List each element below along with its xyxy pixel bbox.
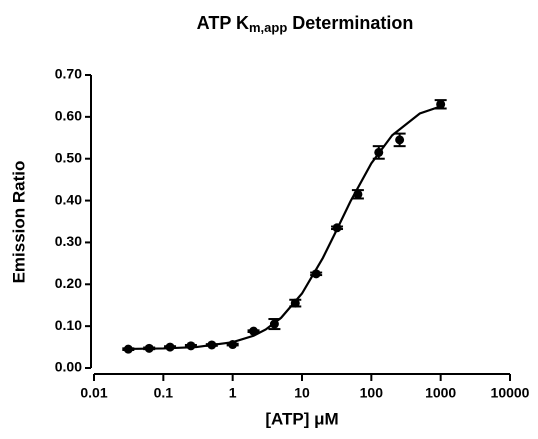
y-tick-label: 0.70 bbox=[55, 66, 82, 82]
y-tick-label: 0.60 bbox=[55, 108, 82, 124]
x-tick-label: 1 bbox=[229, 385, 237, 401]
y-tick-label: 0.00 bbox=[55, 359, 82, 375]
data-point bbox=[144, 343, 154, 353]
title-part: m,app bbox=[249, 20, 287, 35]
y-tick-label: 0.20 bbox=[55, 275, 82, 291]
y-tick-label: 0.10 bbox=[55, 317, 82, 333]
x-tick-label: 10000 bbox=[491, 385, 530, 401]
chart-title: ATP Km,app Determination bbox=[197, 13, 414, 36]
data-point bbox=[249, 326, 259, 336]
data-point bbox=[228, 340, 238, 350]
x-tick-label: 1000 bbox=[425, 385, 456, 401]
title-part: ATP K bbox=[197, 13, 249, 33]
data-point bbox=[290, 298, 300, 308]
data-point bbox=[311, 269, 321, 279]
x-tick-label: 0.01 bbox=[80, 385, 107, 401]
title-part: Determination bbox=[287, 13, 413, 33]
data-point bbox=[165, 342, 175, 352]
x-tick-label: 100 bbox=[360, 385, 384, 401]
fit-curve bbox=[127, 105, 442, 351]
x-tick-label: 0.1 bbox=[154, 385, 174, 401]
y-tick-label: 0.30 bbox=[55, 233, 82, 249]
x-axis-label: [ATP] μM bbox=[265, 409, 338, 428]
y-tick-label: 0.40 bbox=[55, 191, 82, 207]
x-tick-label: 10 bbox=[294, 385, 310, 401]
data-point bbox=[374, 147, 384, 157]
data-point bbox=[186, 341, 196, 351]
data-point bbox=[395, 135, 405, 145]
data-point bbox=[207, 340, 217, 350]
data-point bbox=[269, 319, 279, 329]
data-point bbox=[332, 223, 342, 233]
data-point bbox=[123, 344, 133, 354]
data-point bbox=[436, 99, 446, 109]
data-point bbox=[353, 189, 363, 199]
y-axis-label: Emission Ratio bbox=[9, 161, 28, 284]
y-tick-label: 0.50 bbox=[55, 149, 82, 165]
